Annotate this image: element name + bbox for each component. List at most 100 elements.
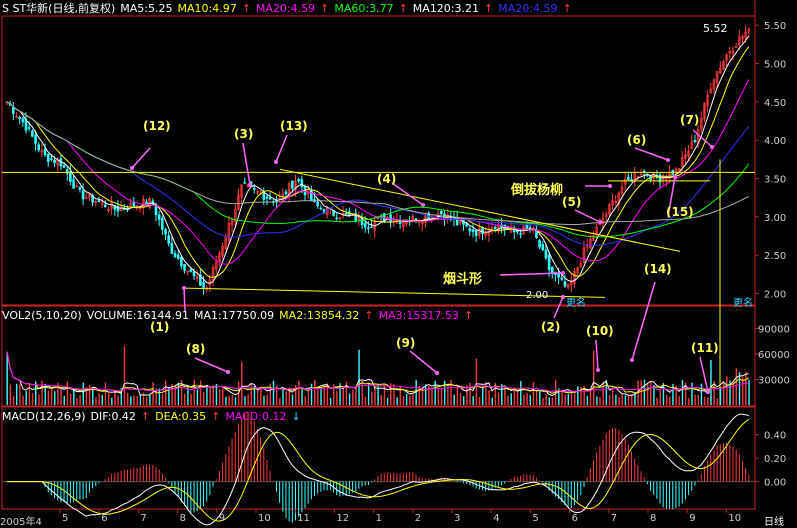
annotation-arrow	[699, 356, 709, 393]
annotation-arrow	[131, 147, 151, 169]
volume-bar	[694, 394, 696, 405]
vol-ma3-line	[6, 351, 749, 393]
volume-bar	[275, 385, 278, 405]
candle-body	[278, 197, 281, 200]
volume-bar	[729, 380, 731, 405]
rename-badge-2[interactable]: 更名	[733, 298, 753, 309]
annotation-arrow	[194, 357, 229, 373]
volume-bar	[608, 395, 611, 405]
candle-body	[84, 196, 88, 199]
volume-bar	[196, 389, 199, 405]
volume-bar	[513, 387, 516, 405]
volume-bar	[418, 386, 421, 405]
volume-bar	[380, 394, 382, 405]
dea-arrow: ↑	[211, 410, 221, 423]
candle-body	[519, 233, 522, 235]
price-y-tick-label: 5.50	[764, 21, 786, 32]
vol-ma2-line	[6, 351, 750, 394]
volume-bar	[304, 396, 306, 405]
volume-bar	[424, 384, 427, 405]
candle-body	[294, 180, 297, 190]
volume-bar	[269, 383, 272, 405]
annotation-arrow-head	[598, 220, 602, 224]
volume-bar	[367, 383, 370, 405]
vol-ma2-arrow: ↑	[364, 309, 374, 322]
rename-badge-1[interactable]: 更名	[566, 298, 586, 309]
x-axis-month-label: 10	[258, 513, 271, 524]
period-label[interactable]: 日线	[764, 517, 784, 528]
candle-body	[268, 196, 272, 200]
volume-bar	[187, 386, 189, 405]
volume-bar	[111, 397, 113, 405]
volume-bar	[54, 391, 56, 405]
pattern-label-pipe: 烟斗形	[443, 272, 483, 287]
candle-body	[703, 102, 706, 120]
candle-body	[636, 175, 640, 178]
volume-bar	[250, 383, 253, 405]
candle-body	[189, 269, 193, 273]
volume-bar	[152, 382, 154, 405]
candle-body	[291, 180, 294, 189]
candle-body	[37, 144, 41, 151]
candle-body	[100, 201, 104, 206]
volume-bar	[485, 381, 487, 405]
volume-bar	[6, 351, 8, 405]
volume-bar	[482, 386, 484, 405]
volume-bar	[662, 382, 665, 405]
macd-panel-header: MACD(12,26,9) DIF:0.42 ↑ DEA:0.35 ↑ MACD:0.12…	[2, 410, 306, 424]
candle-body	[119, 207, 123, 211]
annotation-arrow-head	[630, 358, 634, 362]
pattern-label-inverted-willow: 倒拔杨柳	[511, 183, 564, 198]
volume-bar	[558, 388, 560, 405]
volume-bar	[472, 396, 474, 405]
candle-body	[709, 88, 713, 94]
annotation-4: (4)	[377, 172, 397, 186]
candle-body	[69, 171, 72, 182]
volume-bar	[393, 384, 395, 405]
volume-bar	[288, 387, 291, 405]
volume-bar	[158, 388, 161, 405]
candle-body	[623, 178, 627, 185]
x-axis-month-label: 7	[610, 513, 618, 524]
volume-bar	[722, 382, 725, 405]
candle-body	[132, 202, 136, 207]
candle-body	[319, 207, 323, 210]
volume-bar	[745, 371, 747, 405]
volume-bar	[631, 394, 633, 405]
volume-bar	[336, 390, 338, 405]
candle-body	[633, 173, 637, 182]
volume-bar	[526, 392, 528, 405]
candle-body	[547, 254, 551, 270]
ma10-line	[6, 46, 750, 278]
x-axis-month-label: 8	[179, 513, 186, 524]
candle-body	[183, 264, 186, 271]
candle-body	[161, 218, 164, 230]
volume-bar	[76, 398, 78, 405]
volume-bar	[415, 379, 417, 405]
annotation-5: (5)	[562, 195, 582, 209]
volume-bar	[199, 380, 202, 405]
volume-bar	[142, 392, 145, 405]
candle-body	[186, 270, 190, 273]
annotation-arrow	[242, 142, 251, 186]
candle-body	[465, 223, 468, 227]
ma10-arrow: ↑	[241, 2, 251, 15]
volume-bar	[95, 396, 97, 405]
volume-bar	[225, 396, 227, 405]
candle-body	[15, 116, 18, 118]
volume-bar	[669, 396, 671, 405]
volume-bar	[386, 397, 389, 405]
volume-bar	[437, 388, 440, 405]
volume-bar	[707, 397, 709, 405]
annotation-arrow-head	[421, 203, 425, 207]
volume-bar	[361, 381, 363, 405]
candle-body	[614, 201, 617, 204]
ma5-line	[6, 35, 750, 284]
candle-body	[680, 156, 684, 167]
candle-body	[487, 229, 491, 236]
volume-bar	[285, 391, 287, 405]
volume-bar	[104, 382, 107, 405]
volume-bar	[497, 392, 500, 405]
